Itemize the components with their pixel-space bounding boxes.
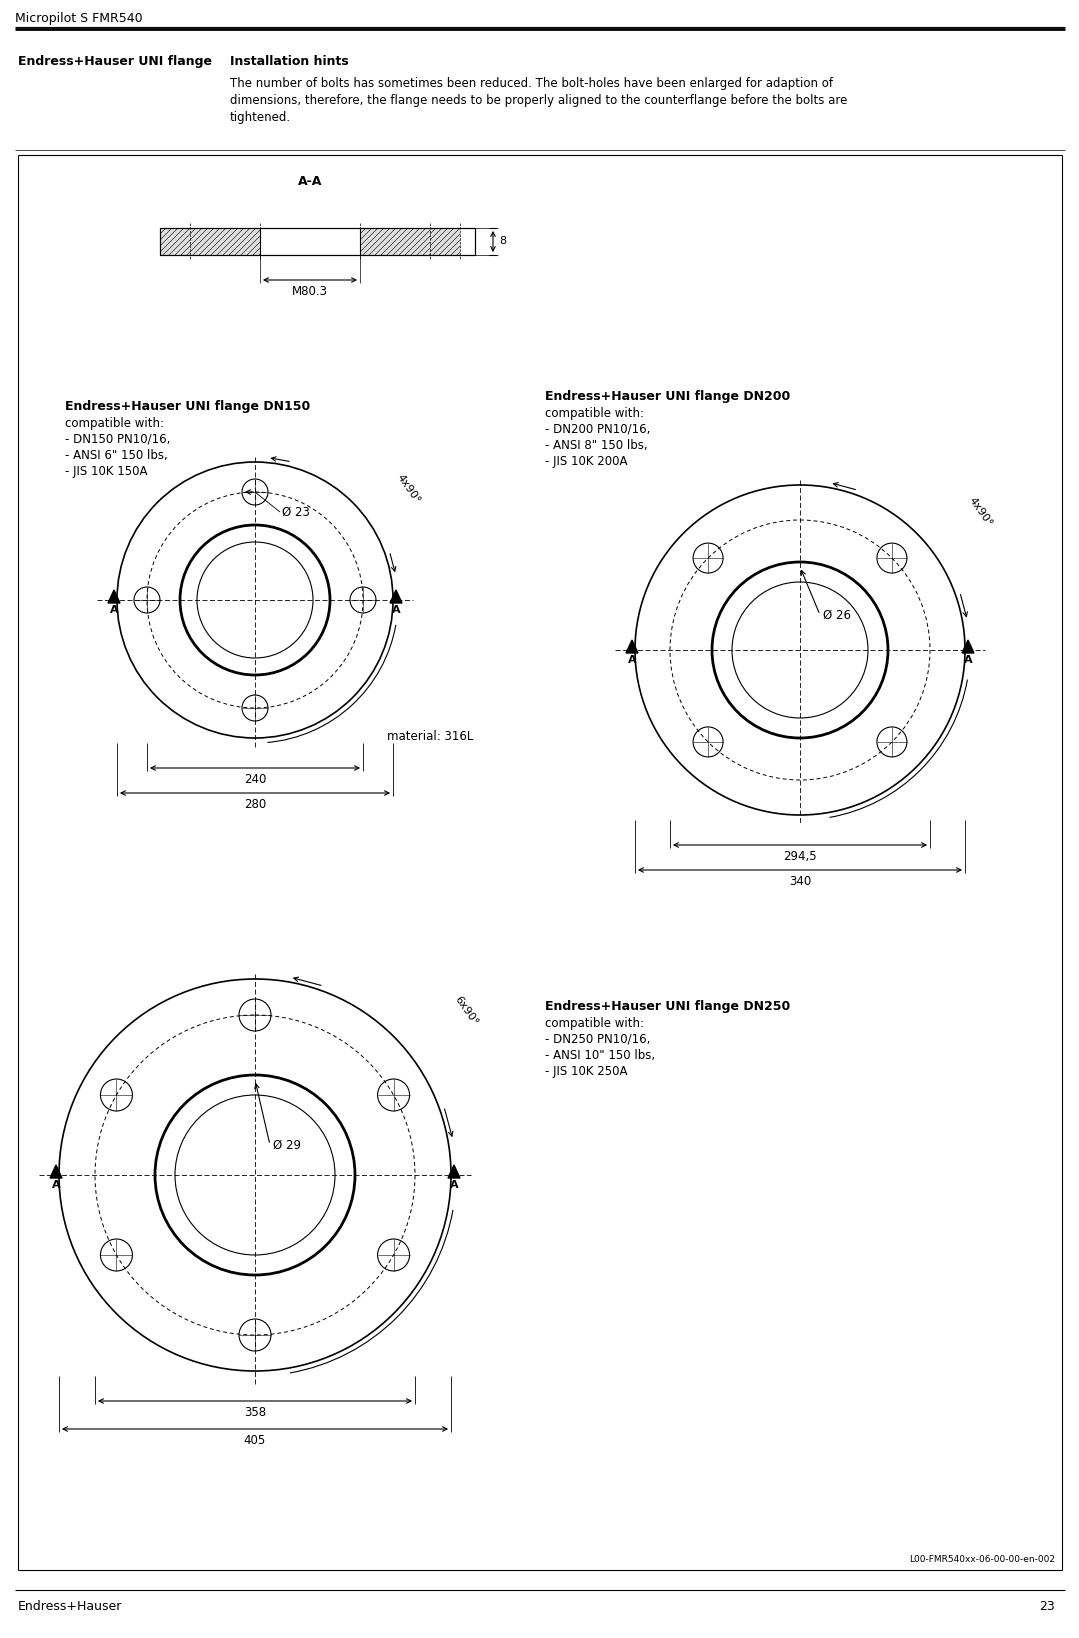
Text: - JIS 10K 200A: - JIS 10K 200A <box>545 455 628 468</box>
Text: 23: 23 <box>1039 1600 1055 1613</box>
Text: 6x90°: 6x90° <box>453 994 480 1027</box>
Text: compatible with:: compatible with: <box>545 406 644 419</box>
Text: - JIS 10K 150A: - JIS 10K 150A <box>65 465 148 478</box>
Text: Ø 26: Ø 26 <box>823 608 851 621</box>
Text: - ANSI 8" 150 lbs,: - ANSI 8" 150 lbs, <box>545 439 647 452</box>
Text: M80.3: M80.3 <box>292 285 328 298</box>
Text: L00-FMR540xx-06-00-00-en-002: L00-FMR540xx-06-00-00-en-002 <box>909 1554 1055 1564</box>
Text: Micropilot S FMR540: Micropilot S FMR540 <box>15 11 142 25</box>
Text: 4x90°: 4x90° <box>967 495 994 527</box>
Text: A: A <box>450 1179 459 1189</box>
Text: Endress+Hauser UNI flange DN200: Endress+Hauser UNI flange DN200 <box>545 390 790 403</box>
Text: Installation hints: Installation hints <box>230 56 349 69</box>
Polygon shape <box>448 1165 460 1178</box>
Text: Endress+Hauser UNI flange DN250: Endress+Hauser UNI flange DN250 <box>545 1001 790 1012</box>
Text: A: A <box>52 1179 60 1189</box>
Bar <box>190 228 260 256</box>
Text: compatible with:: compatible with: <box>545 1017 644 1030</box>
Text: - JIS 10K 250A: - JIS 10K 250A <box>545 1065 628 1078</box>
Text: - DN250 PN10/16,: - DN250 PN10/16, <box>545 1034 651 1047</box>
Text: 340: 340 <box>789 875 811 888</box>
Text: 294,5: 294,5 <box>783 850 817 863</box>
Polygon shape <box>390 590 402 603</box>
Polygon shape <box>626 640 638 654</box>
Text: dimensions, therefore, the flange needs to be properly aligned to the counterfla: dimensions, therefore, the flange needs … <box>230 93 847 106</box>
Text: Ø 29: Ø 29 <box>273 1138 301 1152</box>
Text: Endress+Hauser UNI flange: Endress+Hauser UNI flange <box>18 56 211 69</box>
Bar <box>360 228 431 256</box>
Text: material: 316L: material: 316L <box>386 731 474 744</box>
Text: tightened.: tightened. <box>230 111 291 124</box>
Text: compatible with:: compatible with: <box>65 418 164 431</box>
Polygon shape <box>108 590 120 603</box>
Text: - ANSI 10" 150 lbs,: - ANSI 10" 150 lbs, <box>545 1048 655 1061</box>
Text: 8: 8 <box>498 236 506 246</box>
Text: The number of bolts has sometimes been reduced. The bolt-holes have been enlarge: The number of bolts has sometimes been r… <box>230 77 833 90</box>
Text: A: A <box>628 655 637 665</box>
Text: A: A <box>110 604 119 614</box>
Text: - DN150 PN10/16,: - DN150 PN10/16, <box>65 432 170 446</box>
Text: - DN200 PN10/16,: - DN200 PN10/16, <box>545 423 651 436</box>
Text: A: A <box>392 604 400 614</box>
Text: Endress+Hauser UNI flange DN150: Endress+Hauser UNI flange DN150 <box>65 400 311 413</box>
Text: - ANSI 6" 150 lbs,: - ANSI 6" 150 lbs, <box>65 449 167 462</box>
Text: 358: 358 <box>244 1405 267 1419</box>
Text: 4x90°: 4x90° <box>395 472 422 505</box>
Text: 240: 240 <box>244 773 267 786</box>
Text: Endress+Hauser: Endress+Hauser <box>18 1600 122 1613</box>
Text: 405: 405 <box>244 1433 267 1446</box>
Bar <box>160 228 190 256</box>
Text: A-A: A-A <box>298 175 323 188</box>
Polygon shape <box>962 640 974 654</box>
Text: A: A <box>964 655 972 665</box>
Bar <box>431 228 460 256</box>
Polygon shape <box>50 1165 62 1178</box>
Text: 280: 280 <box>244 798 267 811</box>
Text: Ø 23: Ø 23 <box>282 506 310 519</box>
